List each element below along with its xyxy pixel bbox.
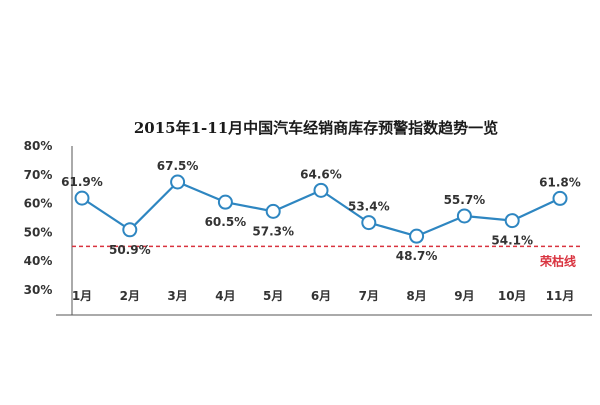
x-axis-ticks: 1月 2月 3月 4月 5月 6月 7月 8月 9月 10月 11月 xyxy=(72,289,575,303)
data-label: 64.6% xyxy=(300,167,342,181)
x-tick-label: 9月 xyxy=(454,289,474,303)
x-tick-label: 10月 xyxy=(498,289,527,303)
data-point xyxy=(74,190,90,206)
data-label: 67.5% xyxy=(157,159,199,173)
x-tick-label: 1月 xyxy=(72,289,92,303)
data-label: 48.7% xyxy=(396,249,438,263)
data-point xyxy=(409,228,425,244)
x-tick-label: 7月 xyxy=(359,289,379,303)
data-label: 55.7% xyxy=(444,193,486,207)
data-point xyxy=(552,190,568,206)
x-tick-label: 3月 xyxy=(167,289,187,303)
y-axis-ticks: 80% 70% 60% 50% 40% 30% xyxy=(24,139,53,297)
y-tick-label: 30% xyxy=(24,283,53,297)
data-point xyxy=(122,222,138,238)
x-tick-label: 2月 xyxy=(120,289,140,303)
data-label: 57.3% xyxy=(252,224,294,238)
data-label: 61.8% xyxy=(539,175,581,189)
data-point xyxy=(170,174,186,190)
data-point xyxy=(265,203,281,219)
data-point xyxy=(361,215,377,231)
data-point xyxy=(217,194,233,210)
x-tick-label: 8月 xyxy=(406,289,426,303)
data-label: 53.4% xyxy=(348,200,390,214)
y-tick-label: 80% xyxy=(24,139,53,153)
x-tick-label: 11月 xyxy=(546,289,575,303)
data-label: 61.9% xyxy=(61,175,103,189)
x-tick-label: 5月 xyxy=(263,289,283,303)
x-tick-label: 4月 xyxy=(215,289,235,303)
data-labels-group: 61.9% 50.9% 67.5% 60.5% 57.3% 64.6% 53.4% 48.7%… xyxy=(61,159,581,263)
data-point xyxy=(456,208,472,224)
data-point xyxy=(504,213,520,229)
data-label: 54.1% xyxy=(491,234,533,248)
y-tick-label: 40% xyxy=(24,254,53,268)
reference-line-label: 荣枯线 xyxy=(539,253,576,268)
y-tick-label: 70% xyxy=(24,168,53,182)
y-tick-label: 50% xyxy=(24,225,53,239)
data-label: 60.5% xyxy=(205,215,247,229)
data-label: 50.9% xyxy=(109,243,151,257)
data-point xyxy=(313,182,329,198)
reference-line-group: 荣枯线 xyxy=(72,245,583,268)
chart-title: 2015年1-11月中国汽车经销商库存预警指数趋势一览 xyxy=(134,119,498,137)
y-tick-label: 60% xyxy=(24,197,53,211)
x-tick-label: 6月 xyxy=(311,289,331,303)
data-points-group xyxy=(74,174,568,244)
